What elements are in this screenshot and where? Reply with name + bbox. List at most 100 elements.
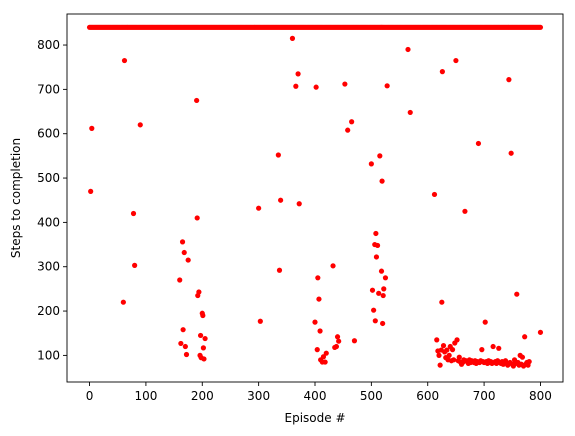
data-point — [482, 319, 488, 325]
data-point — [317, 328, 323, 334]
data-point — [378, 268, 385, 274]
data-point — [373, 230, 379, 237]
data-point — [522, 334, 528, 340]
data-point — [202, 335, 208, 342]
data-point — [293, 83, 299, 89]
data-point — [196, 289, 202, 295]
data-point — [342, 81, 348, 87]
data-point — [456, 354, 462, 360]
data-point — [371, 307, 377, 313]
data-point — [380, 292, 386, 299]
data-point — [289, 35, 296, 41]
plot-frame — [66, 13, 564, 383]
data-point — [194, 215, 200, 221]
data-point — [197, 332, 204, 339]
cap-points — [86, 24, 544, 30]
data-point — [490, 343, 496, 350]
data-point — [316, 296, 322, 302]
data-point — [384, 83, 390, 89]
data-point — [382, 275, 389, 281]
data-point — [185, 257, 191, 263]
data-point — [368, 161, 374, 167]
x-tick-label: 800 — [529, 389, 552, 403]
data-point — [446, 352, 452, 358]
data-point — [296, 201, 302, 207]
data-point — [312, 319, 318, 325]
data-point — [519, 354, 526, 360]
data-point — [322, 359, 328, 365]
data-point — [451, 357, 457, 363]
data-point — [379, 178, 385, 184]
data-point — [256, 205, 262, 211]
y-tick-label: 300 — [37, 260, 60, 274]
x-tick-label: 600 — [416, 389, 439, 403]
data-point — [334, 334, 341, 340]
data-point — [132, 262, 138, 268]
data-point — [405, 46, 411, 53]
data-point — [380, 320, 386, 327]
x-tick-label: 200 — [191, 389, 214, 403]
data-point — [313, 84, 319, 90]
data-point — [180, 327, 186, 333]
data-point — [454, 337, 460, 343]
data-point — [453, 57, 459, 64]
data-point — [320, 354, 327, 360]
data-point — [349, 119, 355, 125]
data-point — [526, 359, 532, 365]
y-tick-label: 400 — [37, 215, 60, 229]
data-point — [439, 69, 445, 75]
data-point — [120, 299, 126, 305]
data-point — [130, 210, 137, 217]
data-point — [506, 77, 512, 83]
data-point — [381, 286, 387, 292]
data-point — [449, 347, 456, 353]
data-point — [200, 345, 206, 351]
data-point — [183, 351, 190, 358]
data-point — [374, 242, 381, 249]
data-point — [496, 345, 502, 351]
data-point — [345, 127, 351, 133]
data-point — [278, 197, 284, 203]
data-point — [177, 277, 183, 283]
data-point — [314, 347, 320, 353]
data-point — [121, 57, 128, 64]
x-tick-label: 0 — [86, 389, 94, 403]
data-point — [462, 208, 468, 214]
y-tick-label: 600 — [37, 127, 60, 141]
data-point — [181, 249, 187, 256]
x-tick-label: 500 — [360, 389, 383, 403]
data-point — [295, 71, 301, 77]
y-tick-label: 200 — [37, 304, 60, 318]
y-tick-label: 700 — [37, 82, 60, 96]
data-point — [508, 150, 514, 156]
data-point — [178, 340, 184, 347]
data-point — [537, 329, 544, 335]
data-point — [377, 153, 383, 159]
data-point — [179, 239, 186, 245]
data-point — [330, 263, 336, 269]
x-tick-label: 100 — [134, 389, 157, 403]
data-point — [514, 291, 520, 297]
data-point — [372, 318, 378, 324]
data-point — [182, 343, 188, 350]
x-axis-ticks: 0 100 200 300 400 500 600 700 800 — [86, 382, 552, 403]
data-point — [333, 343, 340, 350]
data-point — [444, 347, 450, 353]
data-point — [373, 254, 380, 260]
data-point — [431, 191, 438, 198]
data-points — [88, 35, 544, 369]
data-point — [336, 338, 342, 344]
data-point — [88, 188, 94, 194]
x-tick-label: 700 — [473, 389, 496, 403]
data-point — [437, 362, 443, 368]
data-point — [434, 337, 440, 343]
cap-point — [537, 24, 544, 30]
data-point — [137, 122, 143, 128]
data-point — [194, 97, 200, 104]
data-point — [440, 343, 447, 349]
y-axis-ticks: 100 200 300 400 500 600 700 800 — [37, 38, 67, 362]
data-point — [475, 140, 482, 147]
x-axis-label: Episode # — [285, 411, 346, 425]
data-point — [275, 152, 281, 158]
data-point — [323, 350, 329, 356]
